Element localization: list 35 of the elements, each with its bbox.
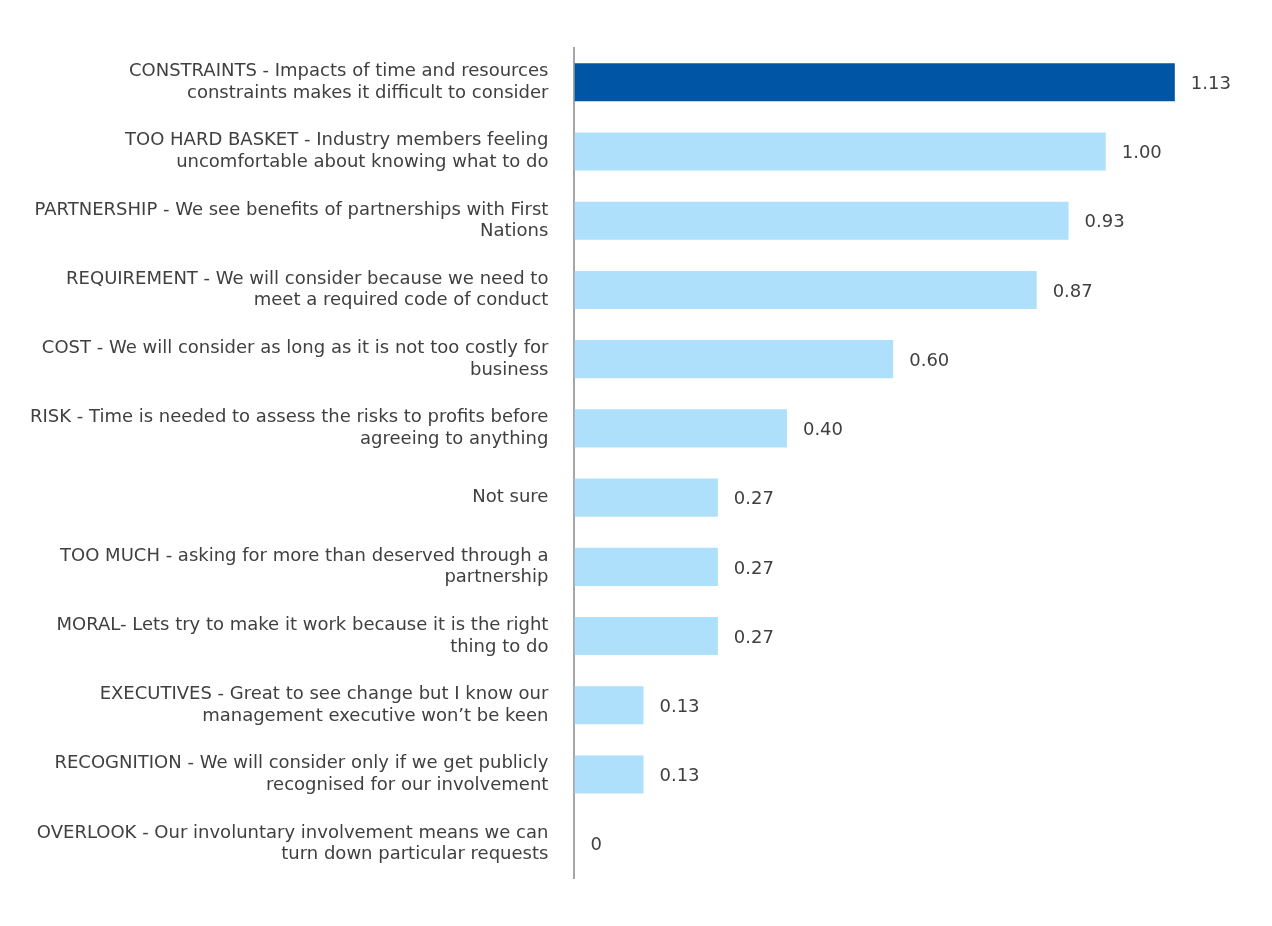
y-tick-label: MORAL- Lets try to make it work because it is the right thing to do	[56, 612, 549, 656]
data-label: 0.40	[802, 418, 844, 440]
data-label: 0.27	[733, 487, 774, 509]
y-tick-label: OVERLOOK - Our involuntary involvement means we can turn down particular requests	[36, 820, 549, 864]
y-tick-label: TOO HARD BASKET - Industry members feeling uncomfortable about knowing what to do	[123, 128, 549, 171]
bar	[574, 617, 718, 656]
bar	[574, 132, 1106, 171]
y-tick-label: Not sure	[472, 485, 549, 507]
data-label: 1.13	[1190, 71, 1231, 93]
data-label: 0.13	[659, 694, 700, 716]
data-label: 0.27	[733, 625, 774, 647]
data-label: 0.87	[1052, 279, 1093, 301]
y-tick-label: COST - We will consider as long as it is not too costly for business	[41, 336, 549, 379]
y-tick-label: RECOGNITION - We will consider only if we get publicly recognised for our involvement	[54, 751, 549, 795]
bar	[574, 478, 718, 517]
bar	[574, 547, 718, 586]
data-label: 0.13	[659, 764, 700, 786]
data-label: 0.27	[733, 556, 774, 578]
y-tick-label: PARTNERSHIP - We see benefits of partnerships with First Nations	[34, 197, 549, 241]
y-tick-label: RISK - Time is needed to assess the risks to profits before agreeing to anything	[29, 405, 549, 448]
bar	[574, 755, 644, 794]
bar	[574, 201, 1069, 240]
data-label: 0.60	[909, 348, 950, 370]
data-label: 0	[590, 833, 602, 855]
data-label: 0.93	[1084, 210, 1125, 232]
y-tick-label: TOO MUCH - asking for more than deserved through a partnership	[59, 543, 549, 587]
data-label: 1.00	[1121, 141, 1162, 163]
bar	[574, 340, 894, 379]
y-tick-label: CONSTRAINTS - Impacts of time and resources constraints makes it difficult to consider	[128, 59, 550, 102]
bar	[574, 686, 644, 725]
bar	[574, 63, 1175, 102]
bar	[574, 409, 787, 448]
bar	[574, 270, 1037, 309]
y-tick-label: EXECUTIVES - Great to see change but I know our management executive won’t be keen	[99, 682, 549, 725]
y-tick-label: REQUIREMENT - We will consider because we need to meet a required code of conduct	[66, 266, 549, 310]
